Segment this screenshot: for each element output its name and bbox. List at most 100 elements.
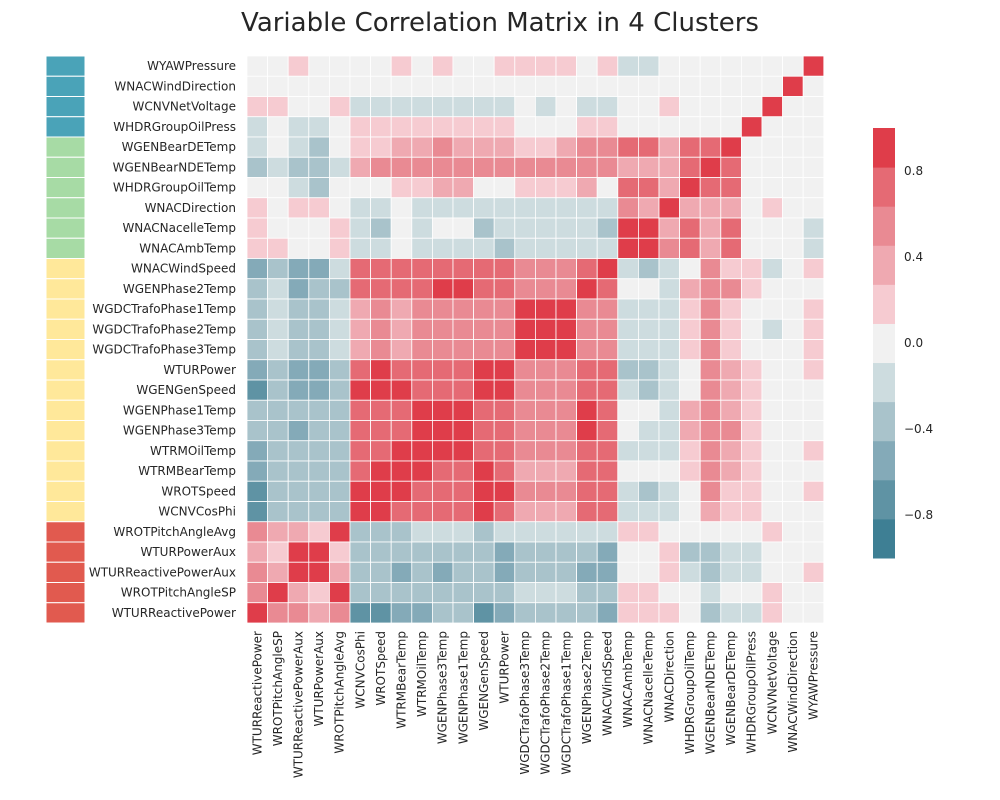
heatmap-cell	[370, 582, 392, 604]
heatmap-cell	[493, 359, 516, 381]
heatmap-cell	[411, 602, 433, 624]
cluster-bar	[45, 480, 86, 502]
colorbar-segment	[873, 128, 895, 168]
heatmap-cell	[473, 197, 495, 219]
heatmap-cell	[802, 217, 825, 239]
heatmap-cell	[267, 258, 289, 280]
heatmap-cell	[493, 541, 516, 563]
heatmap-cell	[287, 541, 310, 563]
heatmap-cell	[493, 156, 516, 178]
heatmap-cell	[638, 561, 660, 583]
heatmap-cell	[699, 298, 722, 320]
heatmap-cell	[596, 440, 619, 462]
heatmap-cell	[741, 561, 763, 583]
heatmap-cell	[638, 55, 660, 77]
heatmap-cell	[699, 541, 722, 563]
heatmap-cell	[802, 75, 825, 97]
heatmap-cell	[493, 298, 516, 320]
heatmap-cell	[514, 278, 536, 300]
heatmap-cell	[576, 379, 598, 401]
heatmap-cell	[782, 55, 804, 77]
heatmap-cell	[328, 399, 351, 421]
cluster-bar	[45, 521, 86, 543]
row-label: WCNVNetVoltage	[132, 100, 236, 114]
heatmap-cell	[741, 399, 763, 421]
heatmap-cell	[555, 541, 578, 563]
heatmap-cell	[493, 258, 516, 280]
heatmap-cell	[473, 541, 495, 563]
heatmap-cell	[473, 55, 495, 77]
heatmap-cell	[287, 217, 310, 239]
heatmap-cell	[741, 318, 763, 340]
cluster-bar	[45, 197, 86, 219]
heatmap-cell	[349, 116, 372, 138]
heatmap-cell	[514, 561, 536, 583]
heatmap-cell	[349, 298, 372, 320]
heatmap-cell	[349, 156, 372, 178]
heatmap-cell	[638, 339, 660, 361]
heatmap-cell	[802, 602, 825, 624]
heatmap-cell	[431, 96, 454, 118]
heatmap-cell	[246, 541, 269, 563]
heatmap-cell	[411, 298, 433, 320]
col-label: WGENBearDETemp	[724, 631, 738, 745]
heatmap-cell	[514, 96, 536, 118]
cluster-bar	[45, 460, 86, 482]
heatmap-cell	[493, 136, 516, 158]
heatmap-cell	[390, 136, 413, 158]
heatmap-cell	[431, 136, 454, 158]
heatmap-cell	[267, 561, 289, 583]
heatmap-cell	[555, 379, 578, 401]
heatmap-cell	[576, 541, 598, 563]
heatmap-cell	[699, 55, 722, 77]
heatmap-cell	[720, 602, 742, 624]
heatmap-cell	[555, 602, 578, 624]
heatmap-cell	[370, 116, 392, 138]
heatmap-cell	[761, 359, 784, 381]
heatmap-cell	[370, 359, 392, 381]
heatmap-cell	[555, 217, 578, 239]
heatmap-cell	[720, 582, 742, 604]
heatmap-cell	[493, 197, 516, 219]
heatmap-cell	[741, 541, 763, 563]
heatmap-cell	[431, 561, 454, 583]
heatmap-cell	[328, 217, 351, 239]
heatmap-cell	[308, 136, 330, 158]
heatmap-cell	[328, 116, 351, 138]
heatmap-cell	[802, 258, 825, 280]
heatmap-cell	[679, 339, 701, 361]
heatmap-cell	[452, 561, 475, 583]
heatmap-cell	[535, 339, 557, 361]
heatmap-cell	[720, 116, 742, 138]
heatmap-cell	[370, 399, 392, 421]
heatmap-cell	[370, 440, 392, 462]
heatmap-cell	[308, 55, 330, 77]
heatmap-cell	[617, 561, 639, 583]
heatmap-cell	[246, 561, 269, 583]
heatmap-cell	[658, 359, 681, 381]
heatmap-cell	[658, 339, 681, 361]
heatmap-cell	[514, 298, 536, 320]
heatmap-cell	[452, 582, 475, 604]
heatmap-cell	[555, 237, 578, 259]
heatmap-cell	[246, 237, 269, 259]
heatmap-cell	[493, 440, 516, 462]
heatmap-cell	[308, 278, 330, 300]
heatmap-cell	[638, 278, 660, 300]
heatmap-cell	[514, 440, 536, 462]
heatmap-cell	[267, 379, 289, 401]
heatmap-cell	[658, 278, 681, 300]
heatmap-cell	[741, 116, 763, 138]
heatmap-cell	[802, 561, 825, 583]
heatmap-cell	[431, 237, 454, 259]
row-label: WROTSpeed	[161, 484, 236, 498]
heatmap-cell	[452, 278, 475, 300]
heatmap-cell	[287, 521, 310, 543]
heatmap-cell	[308, 298, 330, 320]
heatmap-cell	[246, 480, 269, 502]
heatmap-cell	[411, 197, 433, 219]
heatmap-cell	[267, 541, 289, 563]
heatmap-cell	[720, 75, 742, 97]
row-label: WGDCTrafoPhase2Temp	[92, 322, 236, 336]
heatmap-cell	[576, 278, 598, 300]
